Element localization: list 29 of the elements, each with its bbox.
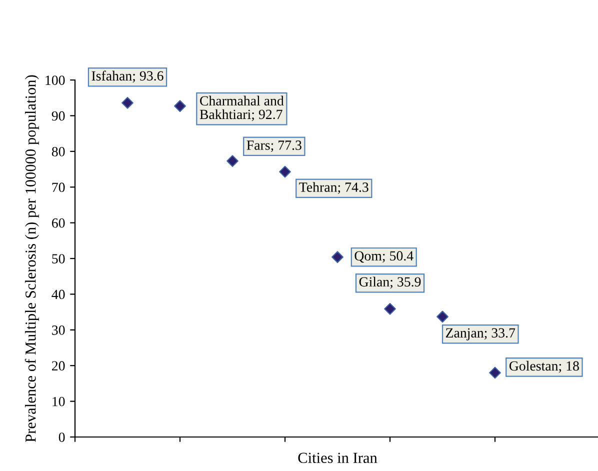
y-axis-title: Prevalence of Multiple Sclerosis (n) per 100000 population): [24, 75, 39, 442]
data-label: Gilan; 35.9: [359, 276, 421, 289]
point: [226, 155, 238, 167]
point: [279, 166, 291, 178]
point: [174, 100, 186, 112]
data-label: Zanjan; 33.7: [446, 328, 516, 340]
data-label: Tehran; 74.3: [299, 182, 368, 194]
point: [489, 366, 501, 379]
y-tick-label: 40: [52, 290, 65, 300]
data-label: Fars; 77.3: [246, 140, 302, 152]
point: [436, 310, 448, 323]
y-tick-label: 50: [52, 254, 65, 264]
y-tick-label: 100: [46, 76, 65, 85]
data-label: Qom; 50.4: [354, 251, 414, 263]
point: [384, 302, 396, 315]
y-tick-label: 0: [58, 432, 65, 442]
data-label: Isfahan; 93.6: [92, 70, 164, 83]
y-tick-label: 60: [52, 218, 65, 228]
data-label: Golestan; 18: [509, 360, 579, 373]
y-tick-label: 90: [52, 111, 65, 121]
point: [332, 251, 344, 264]
y-tick-label: 80: [52, 146, 65, 156]
y-tick-label: 70: [52, 182, 65, 192]
y-tick-label: 30: [52, 325, 65, 335]
y-tick-label: 10: [52, 396, 65, 406]
y-tick-label: 20: [52, 361, 65, 371]
point: [122, 96, 134, 109]
x-axis-title: Cities in Iran: [298, 452, 378, 464]
data-label: Charmahal and Bakhtiari; 92.7: [200, 96, 284, 122]
